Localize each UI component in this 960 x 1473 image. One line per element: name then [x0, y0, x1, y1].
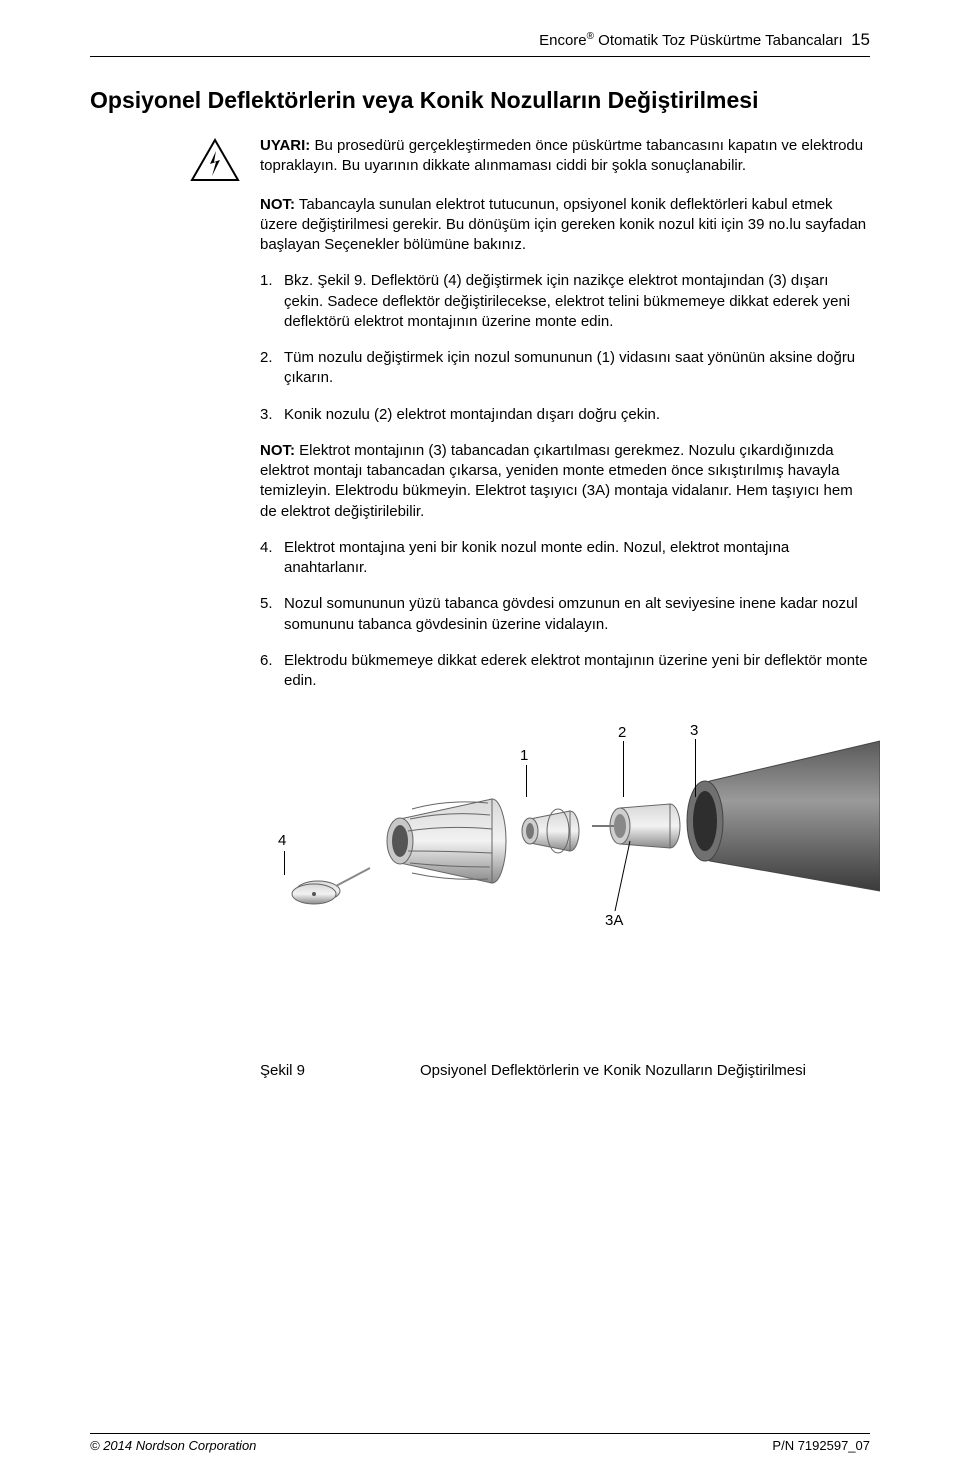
warning-text: UYARI: Bu prosedürü gerçekleştirmeden ön…: [260, 136, 870, 177]
callout-4: 4: [278, 831, 286, 851]
leader-line: [284, 851, 285, 875]
warning-icon: [190, 138, 240, 183]
step-text: Tüm nozulu değiştirmek için nozul somunu…: [284, 348, 870, 389]
warning-label: UYARI:: [260, 137, 310, 154]
step-num: 6.: [260, 651, 284, 692]
note-1: NOT: Tabancayla sunulan elektrot tutucun…: [260, 195, 870, 256]
doc-title-post: Otomatik Toz Püskürtme Tabancaları: [594, 32, 843, 49]
header-rule: [90, 56, 870, 57]
registered-mark: ®: [587, 31, 594, 42]
callout-3a: 3A: [605, 911, 623, 931]
step-num: 1.: [260, 271, 284, 332]
note1-body: Tabancayla sunulan elektrot tutucunun, o…: [260, 196, 866, 254]
figure-label: Şekil 9: [260, 1061, 420, 1081]
step-item: 1. Bkz. Şekil 9. Deflektörü (4) değiştir…: [260, 271, 870, 332]
leader-line: [695, 739, 696, 797]
leader-line: [526, 765, 527, 797]
note1-label: NOT:: [260, 196, 295, 213]
page-number: 15: [851, 30, 870, 49]
doc-title-pre: Encore: [539, 32, 587, 49]
warning-body: Bu prosedürü gerçekleştirmeden önce püsk…: [260, 137, 863, 174]
warning-block: UYARI: Bu prosedürü gerçekleştirmeden ön…: [260, 136, 870, 177]
footer-rule: [90, 1433, 870, 1434]
copyright-text: © 2014 Nordson Corporation: [90, 1438, 256, 1453]
step-num: 2.: [260, 348, 284, 389]
note2-body: Elektrot montajının (3) tabancadan çıkar…: [260, 442, 853, 520]
step-num: 3.: [260, 405, 284, 425]
part-number: P/N 7192597_07: [772, 1438, 870, 1453]
section-title: Opsiyonel Deflektörlerin veya Konik Nozu…: [90, 87, 870, 114]
figure-svg: [260, 711, 880, 1031]
step-text: Konik nozulu (2) elektrot montajından dı…: [284, 405, 870, 425]
callout-1: 1: [520, 746, 528, 766]
figure-9: 1 2 3 3A 4: [260, 711, 870, 1051]
figure-caption-text: Opsiyonel Deflektörlerin ve Konik Nozull…: [420, 1062, 806, 1079]
note-2: NOT: Elektrot montajının (3) tabancadan …: [260, 441, 870, 522]
step-num: 4.: [260, 538, 284, 579]
page-header: Encore® Otomatik Toz Püskürtme Tabancala…: [90, 30, 870, 50]
step-text: Bkz. Şekil 9. Deflektörü (4) değiştirmek…: [284, 271, 870, 332]
page-footer: © 2014 Nordson Corporation P/N 7192597_0…: [90, 1433, 870, 1453]
step-item: 5. Nozul somununun yüzü tabanca gövdesi …: [260, 594, 870, 635]
step-num: 5.: [260, 594, 284, 635]
step-text: Nozul somununun yüzü tabanca gövdesi omz…: [284, 594, 870, 635]
leader-line: [623, 741, 624, 797]
step-item: 3. Konik nozulu (2) elektrot montajından…: [260, 405, 870, 425]
note2-label: NOT:: [260, 442, 295, 459]
step-text: Elektrodu bükmemeye dikkat ederek elektr…: [284, 651, 870, 692]
figure-caption: Şekil 9Opsiyonel Deflektörlerin ve Konik…: [260, 1061, 870, 1081]
step-item: 6. Elektrodu bükmemeye dikkat ederek ele…: [260, 651, 870, 692]
step-item: 4. Elektrot montajına yeni bir konik noz…: [260, 538, 870, 579]
step-item: 2. Tüm nozulu değiştirmek için nozul som…: [260, 348, 870, 389]
step-text: Elektrot montajına yeni bir konik nozul …: [284, 538, 870, 579]
